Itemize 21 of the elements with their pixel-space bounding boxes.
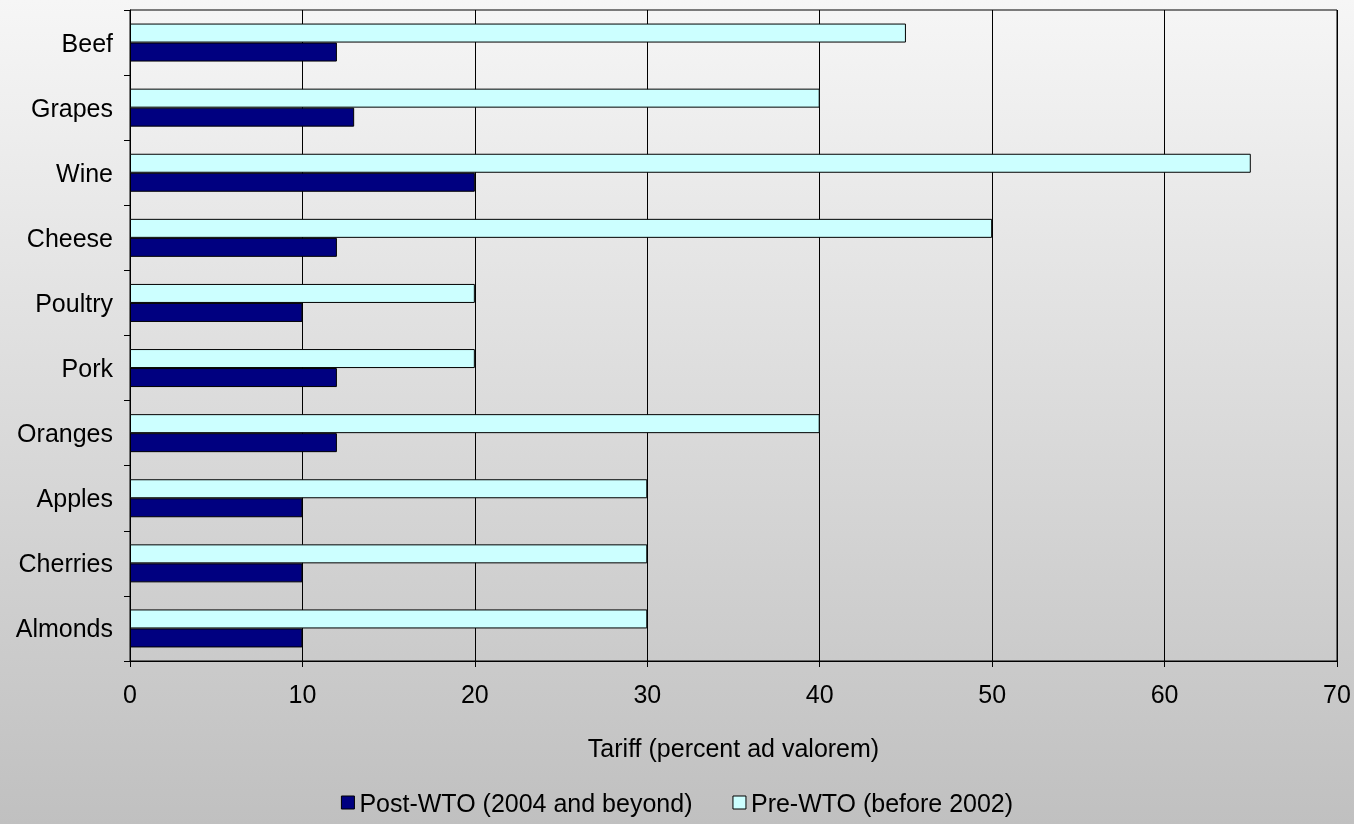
x-tick-label: 70 xyxy=(1323,679,1351,708)
x-tick-label: 60 xyxy=(1150,679,1179,708)
x-axis-title: Tariff (percent ad valorem) xyxy=(587,733,880,762)
y-tick-label: Beef xyxy=(61,28,114,57)
y-tick-label: Grapes xyxy=(31,93,113,122)
y-tick-label: Apples xyxy=(36,484,113,513)
y-tick-label: Oranges xyxy=(17,419,113,448)
x-tick-label: 30 xyxy=(633,679,662,708)
y-tick-label: Wine xyxy=(56,158,113,187)
x-tick-label: 20 xyxy=(460,679,489,708)
y-tick-label: Cherries xyxy=(18,549,113,578)
y-tick-label: Poultry xyxy=(35,288,114,317)
legend-label: Post-WTO (2004 and beyond) xyxy=(359,788,693,817)
x-tick-label: 50 xyxy=(978,679,1007,708)
y-tick-label: Cheese xyxy=(26,223,113,252)
x-tick-label: 40 xyxy=(805,679,834,708)
legend-label: Pre-WTO (before 2002) xyxy=(750,788,1014,817)
y-tick-label: Almonds xyxy=(15,614,113,643)
x-tick-label: 0 xyxy=(123,679,137,708)
y-tick-label: Pork xyxy=(61,354,114,383)
x-tick-label: 10 xyxy=(288,679,317,708)
